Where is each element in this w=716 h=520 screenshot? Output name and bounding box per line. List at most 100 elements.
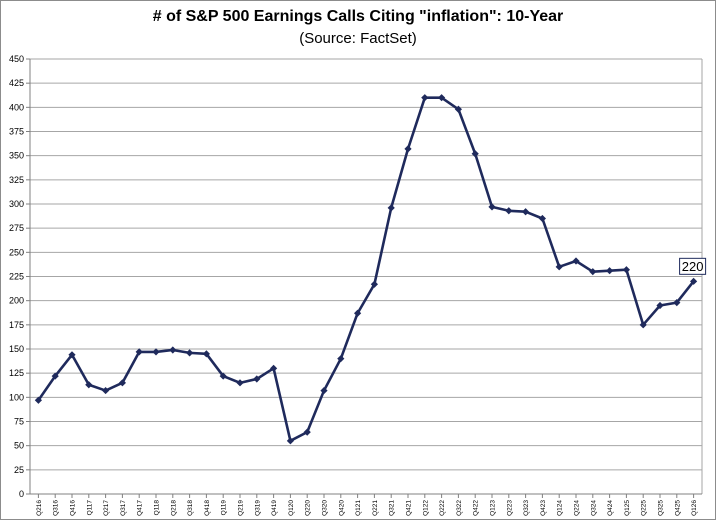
data-point [34, 396, 42, 404]
data-point [538, 214, 546, 223]
y-tick-label: 225 [9, 272, 24, 282]
y-tick-label: 375 [9, 127, 24, 137]
data-point [286, 437, 294, 445]
x-tick-label: Q425 [674, 500, 681, 516]
data-point [404, 145, 412, 153]
grid-lines [30, 58, 703, 495]
x-tick-label: Q322 [456, 500, 463, 516]
data-point [471, 150, 479, 158]
y-tick-label: 200 [9, 296, 24, 306]
y-tick-label: 350 [9, 151, 24, 161]
data-point [421, 94, 429, 102]
y-tick-label: 325 [9, 175, 24, 185]
x-tick-label: Q218 [170, 500, 177, 516]
data-point [102, 386, 110, 395]
data-point [135, 348, 143, 356]
data-point [354, 309, 362, 317]
data-point [488, 203, 496, 211]
x-tick-label: Q117 [86, 500, 93, 516]
data-point [555, 263, 563, 271]
x-tick-label: Q323 [523, 500, 530, 516]
x-tick-label: Q126 [691, 500, 698, 516]
data-point [438, 94, 446, 102]
data-point [505, 207, 513, 215]
x-tick-label: Q325 [658, 500, 665, 516]
data-point [320, 386, 328, 395]
y-tick-label: 50 [14, 441, 24, 451]
x-tick-label: Q416 [70, 500, 77, 516]
data-point [673, 299, 681, 307]
x-tick-label: Q221 [372, 500, 379, 516]
x-tick-label: Q119 [221, 500, 228, 516]
x-tick-label: Q125 [624, 500, 631, 516]
data-point [236, 379, 244, 387]
series-inflation-mentions [34, 94, 698, 445]
y-tick-label: 150 [9, 344, 24, 354]
chart-title: # of S&P 500 Earnings Calls Citing "infl… [152, 8, 564, 25]
x-tick-label: Q121 [355, 500, 362, 516]
data-point [118, 379, 126, 387]
x-tick-label: Q217 [103, 500, 110, 516]
y-tick-label: 450 [9, 54, 24, 64]
x-tick-label: Q222 [439, 500, 446, 516]
x-tick-label: Q225 [641, 500, 648, 516]
x-tick-label: Q216 [36, 500, 43, 516]
y-tick-label: 100 [9, 392, 24, 402]
x-tick-label: Q422 [473, 500, 480, 516]
data-point [606, 267, 614, 275]
data-point [85, 381, 93, 389]
data-point [270, 364, 278, 372]
last-value-callout: 220 [679, 257, 707, 275]
x-tick-label: Q220 [305, 500, 312, 516]
data-point [253, 375, 261, 383]
x-tick-label: Q424 [607, 500, 614, 516]
x-tick-label: Q124 [557, 500, 564, 516]
y-tick-label: 175 [9, 320, 24, 330]
x-tick-label: Q421 [406, 500, 413, 516]
data-point [387, 204, 395, 212]
y-tick-label: 300 [9, 199, 24, 209]
x-tick-label: Q316 [53, 500, 60, 516]
data-point [370, 280, 378, 288]
x-tick-label: Q324 [590, 500, 597, 516]
y-tick-label: 425 [9, 78, 24, 88]
x-tick-label: Q224 [574, 500, 581, 516]
data-point [622, 266, 630, 274]
callout-label: 220 [682, 259, 704, 274]
x-tick-label: Q318 [187, 500, 194, 516]
x-tick-label: Q417 [137, 500, 144, 516]
data-point [656, 301, 664, 310]
y-tick-label: 275 [9, 223, 24, 233]
data-point [690, 277, 698, 285]
y-tick-label: 25 [14, 465, 24, 475]
x-tick-label: Q319 [254, 500, 261, 516]
x-tick-label: Q418 [204, 500, 211, 516]
x-tick-label: Q122 [422, 500, 429, 516]
data-point [454, 105, 462, 113]
x-tick-label: Q423 [540, 500, 547, 516]
callout-box [679, 257, 707, 275]
y-tick-label: 250 [9, 247, 24, 257]
y-tick-label: 0 [19, 489, 24, 499]
y-tick-label: 125 [9, 368, 24, 378]
x-tick-label: Q120 [288, 500, 295, 516]
data-point [219, 372, 227, 380]
data-point [186, 349, 194, 357]
x-tick-label: Q219 [238, 500, 245, 516]
y-axis: 0 25 50 75 100 125 150 175 200 225 250 275 300 325 350… [9, 54, 31, 499]
series-line [37, 96, 695, 443]
chart-subtitle: (Source: FactSet) [299, 30, 417, 47]
y-tick-label: 400 [9, 102, 24, 112]
data-point [303, 428, 311, 436]
data-point [51, 372, 59, 380]
data-point [572, 257, 580, 265]
x-axis: Q216 Q316 Q416 Q117 Q217 Q317 Q417 Q118 Q218 Q318… [30, 493, 702, 516]
x-tick-label: Q123 [490, 500, 497, 516]
data-point [337, 355, 345, 363]
x-tick-label: Q223 [506, 500, 513, 516]
x-tick-label: Q118 [154, 500, 161, 516]
data-point [68, 351, 76, 359]
data-point [589, 268, 597, 276]
